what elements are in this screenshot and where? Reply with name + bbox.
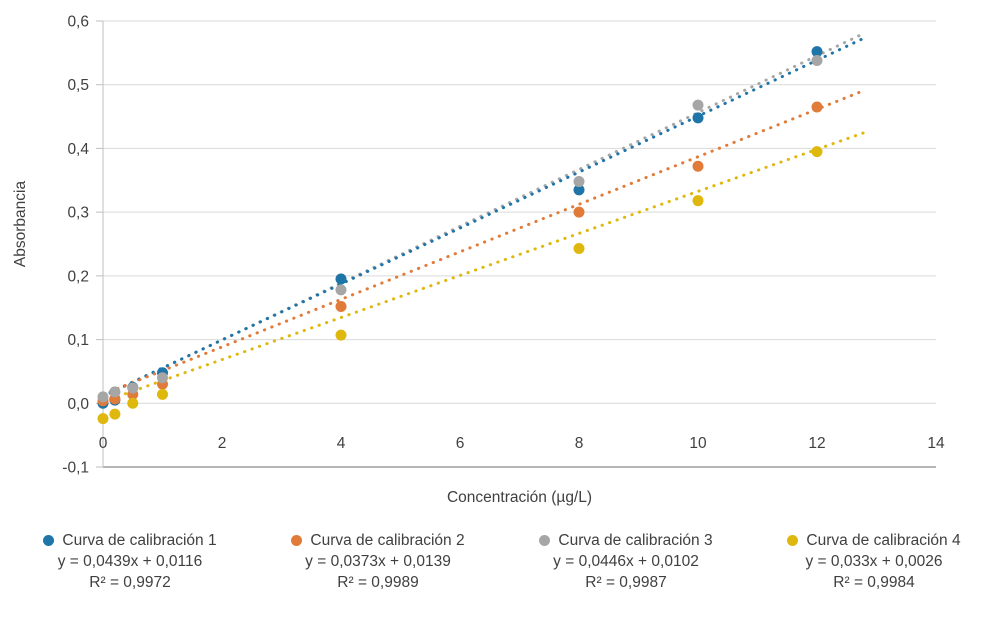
y-tick-label: 0,1 [67,332,89,349]
data-points-series-3 [97,55,823,403]
data-point [97,413,109,425]
y-tick-label: 0,2 [67,268,89,285]
chart-area: -0,1 0,0 0,1 0,2 0,3 0,4 0,5 0,6 0 2 4 6 8 10 12 14 Conc… [12,14,945,507]
legend-r-squared: R² = 0,9984 [833,574,915,591]
data-point [109,386,121,398]
series-marker-icon [43,535,55,546]
trendline-series-3 [101,31,867,399]
y-tick-label: 0,3 [67,205,89,222]
data-point [97,391,109,403]
data-point [692,112,704,124]
legend-r-squared: R² = 0,9987 [585,574,667,591]
data-point [127,397,139,409]
gridlines: -0,1 0,0 0,1 0,2 0,3 0,4 0,5 0,6 [62,14,936,477]
legend-r-squared: R² = 0,9989 [337,574,419,591]
data-point [811,55,823,67]
trendline-series-2 [101,88,867,396]
y-tick-label: 0,4 [67,141,89,158]
legend-item: Curva de calibración 1 y = 0,0439x + 0,0… [6,530,254,593]
series-marker-icon [291,535,303,546]
legend-equation: y = 0,0439x + 0,0116 [57,553,203,570]
x-tick-label: 4 [337,435,346,452]
data-point [811,46,823,58]
x-axis-title: Concentración (µg/L) [447,489,592,506]
x-tick-label: 8 [575,435,584,452]
data-point [692,195,704,207]
data-points-series-2 [97,101,823,407]
legend-series-label: Curva de calibración 2 [310,532,465,549]
data-point [157,372,168,384]
data-points-series-4 [97,146,823,425]
y-tick-label: 0,5 [67,77,89,94]
data-point [692,160,704,172]
trendline-series-4 [101,131,867,404]
legend-series-label: Curva de calibración 1 [62,532,217,549]
legend-series-label: Curva de calibración 4 [806,532,961,549]
x-tick-label: 14 [927,435,945,452]
y-tick-label: 0,6 [67,14,89,31]
y-tick-label: -0,1 [62,460,89,477]
legend-item: Curva de calibración 3 y = 0,0446x + 0,0… [502,530,750,593]
chart-legend: Curva de calibración 1 y = 0,0439x + 0,0… [0,518,1004,593]
data-point [109,408,121,420]
data-point [127,382,139,394]
data-point [573,206,585,218]
x-tick-label: 0 [99,435,108,452]
data-point [157,388,168,400]
x-tick-label: 12 [808,435,825,452]
legend-series-label: Curva de calibración 3 [558,532,713,549]
legend-equation: y = 0,0446x + 0,0102 [553,553,699,570]
y-tick-label: 0,0 [67,396,89,413]
legend-equation: y = 0,0373x + 0,0139 [305,553,451,570]
data-point [692,99,704,111]
calibration-chart: -0,1 0,0 0,1 0,2 0,3 0,4 0,5 0,6 0 2 4 6 8 10 12 14 Conc… [12,14,945,507]
x-tick-label: 10 [689,435,707,452]
data-point [335,273,347,285]
data-point [335,329,347,341]
legend-r-squared: R² = 0,9972 [89,574,171,591]
x-tick-label: 6 [456,435,465,452]
trendlines [101,31,867,404]
data-point [573,176,585,188]
data-point [811,146,823,158]
data-point [335,300,347,312]
legend-equation: y = 0,033x + 0,0026 [805,553,943,570]
data-point [335,284,347,296]
x-tick-labels: 0 2 4 6 8 10 12 14 [99,435,945,452]
legend-item: Curva de calibración 4 y = 0,033x + 0,00… [750,530,998,593]
data-point [573,242,585,254]
series-marker-icon [787,535,799,546]
legend-item: Curva de calibración 2 y = 0,0373x + 0,0… [254,530,502,593]
y-axis-title: Absorbancia [12,181,29,268]
series-marker-icon [539,535,551,546]
data-point [811,101,823,113]
data-point [573,184,585,196]
x-tick-label: 2 [218,435,227,452]
trendline-series-1 [101,36,867,398]
